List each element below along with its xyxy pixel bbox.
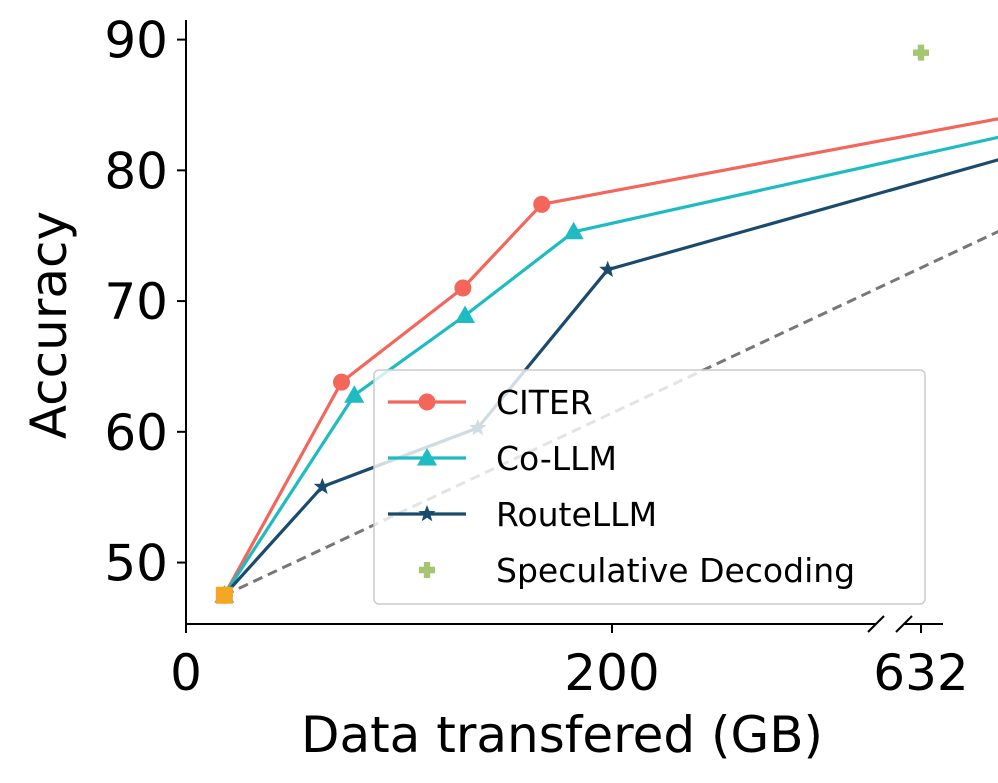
axes: [185, 20, 943, 633]
y-tick-label-70: 70: [104, 273, 168, 331]
legend-marker-speculative-decoding: [419, 562, 435, 578]
legend-label-citer: CITER: [496, 383, 593, 422]
point-co-llm-1: [344, 385, 365, 403]
point-routellm-3: [599, 260, 617, 277]
point-co-llm-2: [455, 305, 476, 323]
legend-label-routellm: RouteLLM: [496, 495, 657, 534]
y-tick-label-50: 50: [104, 535, 168, 593]
y-tick-label-60: 60: [104, 404, 168, 462]
endpoint-marker-0: [215, 586, 233, 604]
point-co-llm-3: [563, 221, 584, 240]
y-tick-label-90: 90: [104, 12, 168, 70]
point-citer-3: [533, 195, 551, 213]
legend: CITER Co-LLM RouteLLM Speculative Decoding: [373, 369, 926, 605]
legend-marker-citer: [418, 393, 436, 411]
series-speculative-decoding: [913, 44, 929, 61]
legend-marker-routellm: [418, 505, 436, 522]
legend-label-speculative-decoding: Speculative Decoding: [496, 551, 855, 590]
y-tick-label-80: 80: [104, 142, 168, 200]
x-tick-label-200: 200: [564, 644, 659, 702]
x-tick-label-632: 632: [873, 644, 968, 702]
axis-break-mark-left: [867, 615, 885, 633]
point-speculative-decoding-0: [913, 44, 929, 61]
x-axis-title: Data transfered (GB): [301, 706, 823, 764]
point-citer-2: [454, 279, 472, 297]
legend-frame: [373, 369, 926, 605]
y-ticks: 50 60 70 80 90: [104, 12, 186, 593]
axis-break-mark-right: [895, 615, 913, 633]
x-ticks: 0 200 632: [170, 624, 969, 702]
x-tick-label-0: 0: [170, 644, 202, 702]
legend-label-co-llm: Co-LLM: [496, 439, 617, 478]
point-routellm-1: [313, 477, 331, 494]
point-citer-1: [332, 373, 350, 391]
y-axis-title: Accuracy: [20, 211, 78, 439]
legend-marker-co-llm: [417, 448, 437, 466]
